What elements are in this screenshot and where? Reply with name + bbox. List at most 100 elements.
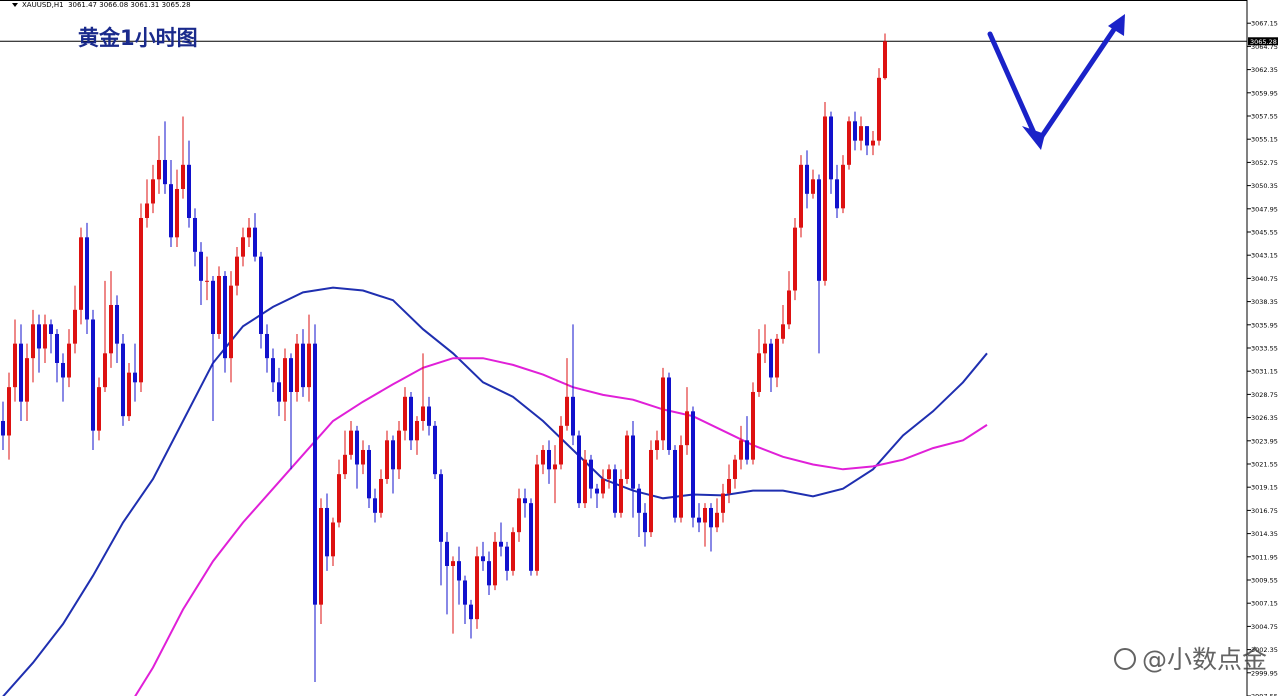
candle-body bbox=[667, 377, 671, 450]
candle-body bbox=[133, 372, 137, 383]
watermark-text: @小数点金 bbox=[1142, 645, 1268, 674]
y-tick-label: 3052.75 bbox=[1251, 159, 1278, 167]
symbol-label: XAUUSD,H1 bbox=[22, 1, 64, 9]
candle-body bbox=[595, 488, 599, 494]
candle-body bbox=[577, 435, 581, 504]
candle-body bbox=[835, 179, 839, 209]
candle-body bbox=[631, 435, 635, 489]
candle-body bbox=[295, 343, 299, 392]
candle-body bbox=[523, 498, 527, 504]
candle-body bbox=[811, 179, 815, 194]
candle-body bbox=[775, 338, 779, 378]
candle-body bbox=[397, 430, 401, 470]
candle-body bbox=[289, 358, 293, 392]
y-tick-label: 3009.55 bbox=[1251, 577, 1278, 585]
candle-body bbox=[565, 396, 569, 426]
candle-body bbox=[799, 164, 803, 228]
candle-body bbox=[253, 227, 257, 257]
y-tick-label: 3047.95 bbox=[1251, 205, 1278, 213]
candle-body bbox=[391, 440, 395, 470]
y-tick-label: 3021.55 bbox=[1251, 461, 1278, 469]
candle-body bbox=[91, 319, 95, 431]
candle-body bbox=[751, 391, 755, 460]
candle-body bbox=[265, 333, 269, 359]
y-tick-label: 3035.95 bbox=[1251, 321, 1278, 329]
candle-body bbox=[115, 304, 119, 344]
candle-body bbox=[715, 512, 719, 528]
candle-body bbox=[859, 126, 863, 141]
candle-body bbox=[829, 116, 833, 180]
dropdown-triangle-icon[interactable] bbox=[12, 3, 18, 7]
candle-body bbox=[445, 541, 449, 566]
candle-body bbox=[505, 546, 509, 571]
y-tick-label: 3014.35 bbox=[1251, 530, 1278, 538]
candle-body bbox=[307, 343, 311, 388]
candle-body bbox=[271, 358, 275, 383]
candle-body bbox=[349, 430, 353, 455]
candle-body bbox=[385, 440, 389, 479]
y-tick-label: 3045.55 bbox=[1251, 229, 1278, 237]
candle-body bbox=[529, 503, 533, 571]
y-tick-label: 3026.35 bbox=[1251, 414, 1278, 422]
y-tick-label: 3059.95 bbox=[1251, 89, 1278, 97]
y-tick-label: 3062.35 bbox=[1251, 66, 1278, 74]
candle-body bbox=[169, 184, 173, 238]
y-tick-label: 3002.35 bbox=[1251, 646, 1278, 654]
candle-body bbox=[109, 304, 113, 354]
candle-body bbox=[427, 406, 431, 426]
candle-body bbox=[517, 498, 521, 533]
candle-body bbox=[793, 227, 797, 291]
candle-body bbox=[241, 237, 245, 257]
candle-body bbox=[325, 507, 329, 557]
candle-body bbox=[691, 411, 695, 518]
candle-body bbox=[709, 507, 713, 528]
candle-body bbox=[1, 420, 5, 436]
chart-title: 黄金1小时图 bbox=[78, 26, 198, 50]
candle-body bbox=[223, 275, 227, 359]
y-tick-label: 2997.55 bbox=[1251, 693, 1278, 696]
candle-body bbox=[685, 411, 689, 446]
candle-body bbox=[421, 406, 425, 421]
candle-body bbox=[43, 324, 47, 349]
candle-body bbox=[463, 580, 467, 605]
candle-body bbox=[199, 251, 203, 281]
candle-body bbox=[415, 420, 419, 441]
candle-body bbox=[607, 469, 611, 479]
current-price-label: 3065.28 bbox=[1250, 38, 1277, 46]
y-tick-label: 3016.75 bbox=[1251, 507, 1278, 515]
y-tick-label: 3040.75 bbox=[1251, 275, 1278, 283]
y-tick-label: 3004.75 bbox=[1251, 623, 1278, 631]
candle-body bbox=[7, 387, 11, 436]
y-tick-label: 3033.55 bbox=[1251, 345, 1278, 353]
y-tick-label: 3050.35 bbox=[1251, 182, 1278, 190]
candle-body bbox=[301, 343, 305, 388]
candle-body bbox=[547, 449, 551, 470]
candle-body bbox=[229, 285, 233, 359]
y-tick-label: 3067.15 bbox=[1251, 20, 1278, 28]
candle-body bbox=[583, 459, 587, 504]
candle-body bbox=[373, 498, 377, 513]
candle-body bbox=[121, 343, 125, 417]
candle-body bbox=[319, 507, 323, 605]
candle-body bbox=[769, 343, 773, 378]
candle-body bbox=[127, 372, 131, 417]
y-tick-label: 3064.75 bbox=[1251, 43, 1278, 51]
candle-body bbox=[409, 396, 413, 441]
candle-body bbox=[175, 188, 179, 238]
candle-body bbox=[883, 41, 887, 79]
candle-body bbox=[493, 541, 497, 586]
candle-body bbox=[619, 478, 623, 513]
y-tick-label: 3028.75 bbox=[1251, 391, 1278, 399]
y-tick-label: 3023.95 bbox=[1251, 437, 1278, 445]
y-tick-label: 3043.15 bbox=[1251, 252, 1278, 260]
candle-body bbox=[697, 517, 701, 523]
y-tick-label: 3011.95 bbox=[1251, 553, 1278, 561]
forecast-arrowhead-up bbox=[1108, 14, 1125, 36]
candle-body bbox=[541, 449, 545, 465]
candle-body bbox=[637, 488, 641, 513]
candle-body bbox=[733, 459, 737, 479]
candle-body bbox=[871, 140, 875, 146]
candle-body bbox=[187, 164, 191, 218]
candle-body bbox=[403, 396, 407, 431]
